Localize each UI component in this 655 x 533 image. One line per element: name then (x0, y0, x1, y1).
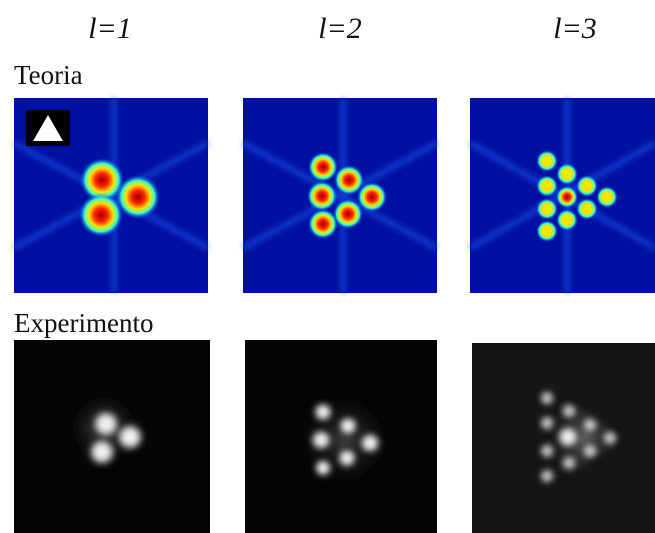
column-label: l=1 (88, 12, 132, 45)
experiment-panel (472, 343, 655, 533)
column-label: l=3 (553, 12, 597, 45)
theory-panel (468, 98, 655, 293)
row-label: Experimento (14, 308, 153, 338)
column-label: l=2 (318, 12, 362, 45)
experiment-panel (245, 340, 437, 533)
theory-panel (241, 98, 439, 293)
row-label: Teoria (14, 60, 83, 90)
experiment-panel (14, 340, 210, 533)
theory-panel (12, 98, 210, 293)
